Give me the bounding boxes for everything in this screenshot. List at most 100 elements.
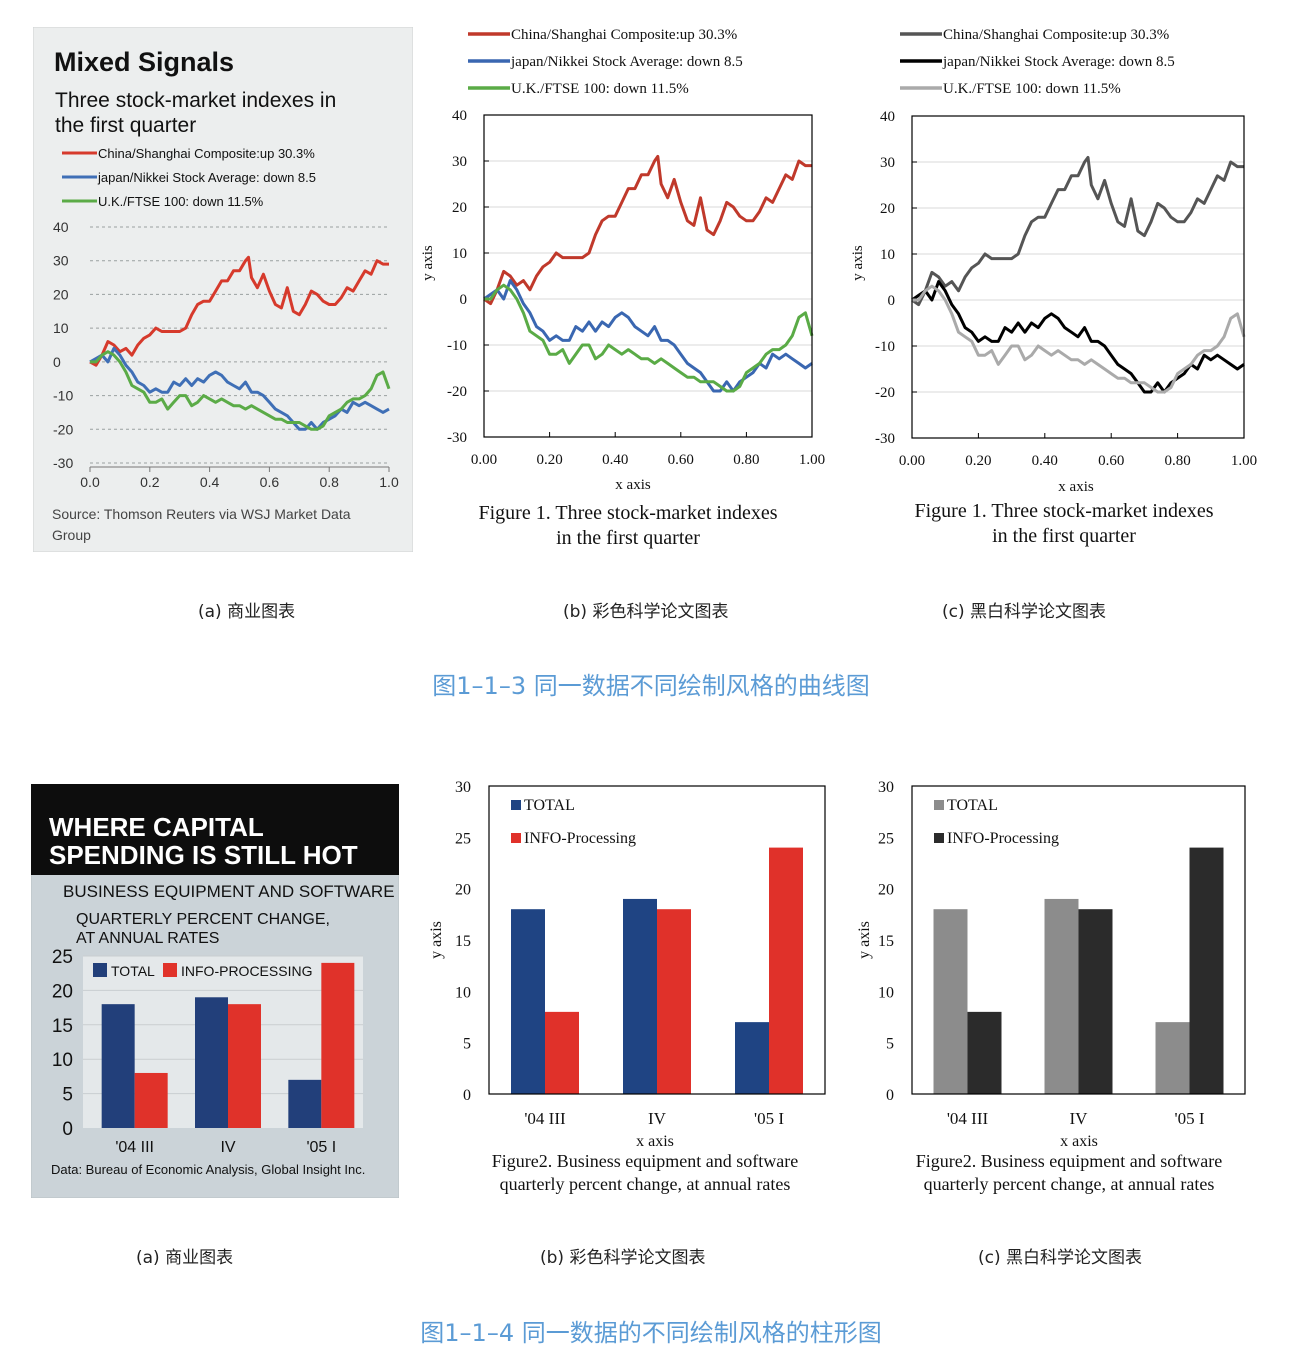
- y-tick-label: -20: [875, 385, 895, 401]
- y-axis-label: y axis: [856, 921, 873, 959]
- bar: [1044, 898, 1079, 1094]
- y-tick-label: -20: [447, 384, 467, 400]
- plot-frame: [488, 785, 826, 1095]
- bar: [1078, 909, 1113, 1094]
- y-axis-label: y axis: [428, 921, 445, 959]
- chart-subtitle-line1: Three stock-market indexes in: [55, 89, 336, 112]
- y-tick-label: 20: [880, 201, 895, 217]
- x-tick-label: 0.20: [965, 453, 991, 469]
- chart-title: Mixed Signals: [54, 47, 234, 77]
- y-axis-label: y axis: [420, 245, 436, 281]
- x-axis-label: x axis: [636, 1133, 674, 1150]
- y-tick-label: 5: [62, 1085, 73, 1106]
- x-tick-label: 0.6: [260, 474, 280, 490]
- figure-caption-line1: Figure 1. Three stock-market indexes: [915, 500, 1214, 522]
- y-tick-label: 10: [880, 247, 895, 263]
- y-axis-label: y axis: [850, 245, 866, 281]
- x-tick-label: '05 I: [306, 1139, 336, 1156]
- x-tick-label: 0.60: [668, 452, 694, 468]
- legend-label: China/Shanghai Composite:up 30.3%: [511, 27, 737, 43]
- chart-subtitle-line2: the first quarter: [55, 114, 196, 137]
- y-tick-label: 10: [455, 984, 471, 1001]
- y-tick-label: 20: [455, 882, 471, 899]
- y-tick-label: 5: [463, 1036, 471, 1053]
- plot-frame: [911, 785, 1246, 1095]
- bar: [657, 909, 691, 1094]
- x-tick-label: IV: [220, 1139, 235, 1156]
- y-tick-label: 10: [52, 1050, 73, 1071]
- y-tick-label: -30: [875, 431, 895, 447]
- figure-caption-line2: in the first quarter: [992, 525, 1136, 547]
- legend-label: INFO-Processing: [524, 830, 636, 847]
- grid: [89, 226, 390, 472]
- x-tick-label: '04 III: [115, 1139, 154, 1156]
- source-line1: Source: Thomson Reuters via WSJ Market D…: [52, 506, 351, 522]
- y-tick-label: 40: [880, 109, 895, 125]
- color-scientific-line-chart: China/Shanghai Composite:up 30.3% japan/N…: [420, 15, 840, 560]
- figure-title-2: 图1–1–4 同一数据的不同绘制风格的柱形图: [420, 1319, 882, 1347]
- series-line: [912, 284, 1246, 394]
- subcaption-c: (c) 黑白科学论文图表: [942, 602, 1107, 622]
- bar: [288, 1079, 322, 1128]
- bar: [195, 997, 228, 1128]
- legend: China/Shanghai Composite:up 30.3% japan/N…: [468, 27, 743, 97]
- bw-scientific-bar-chart: 30 25 20 15 10 5 0 '04 III IV '05 I TOTAL INFO-Proc…: [853, 770, 1273, 1200]
- series-line: [911, 280, 1245, 394]
- y-tick-label: 40: [452, 108, 467, 124]
- y-tick-label: 0: [886, 1087, 894, 1104]
- chart-title-line1: WHERE CAPITAL: [49, 812, 264, 842]
- legend-label: japan/Nikkei Stock Average: down 8.5: [942, 54, 1175, 70]
- bar: [228, 1004, 261, 1128]
- y-tick-label: 20: [52, 981, 73, 1002]
- x-tick-label: 0.4: [200, 474, 220, 490]
- color-scientific-bar-chart: 30 25 20 15 10 5 0 '04 III IV '05 I TOTAL INFO-Proc…: [425, 770, 845, 1200]
- y-tick-label: -10: [447, 338, 467, 354]
- legend-label: japan/Nikkei Stock Average: down 8.5: [97, 170, 316, 185]
- y-tick-label: -20: [53, 421, 73, 437]
- x-tick-label: '05 I: [754, 1109, 784, 1128]
- figure-caption-line2: quarterly percent change, at annual rate…: [500, 1174, 791, 1194]
- bar: [545, 1011, 579, 1094]
- y-tick-label: 25: [52, 947, 73, 968]
- legend-label: INFO-PROCESSING: [181, 963, 312, 979]
- plot-area: 30 25 20 15 10 5 0 '04 III IV '05 I TOTAL INFO-Proc…: [455, 779, 826, 1128]
- y-tick-label: 25: [455, 830, 471, 847]
- x-tick-label: 0.8: [319, 474, 339, 490]
- x-tick-label: 0.00: [471, 452, 497, 468]
- x-tick-label: '04 III: [524, 1109, 566, 1128]
- x-tick-label: 0.2: [140, 474, 160, 490]
- y-tick-label: 0: [62, 1119, 73, 1140]
- x-axis-label: x axis: [1058, 479, 1094, 495]
- y-tick-label: -10: [53, 388, 73, 404]
- subcaption-c: (c) 黑白科学论文图表: [978, 1248, 1143, 1268]
- y-tick-label: 40: [53, 219, 69, 235]
- business-bar-chart-svg: WHERE CAPITAL SPENDING IS STILL HOT BUSI…: [31, 784, 399, 1198]
- y-tick-label: 30: [878, 779, 894, 796]
- x-tick-label: 0.40: [1032, 453, 1058, 469]
- legend-label: TOTAL: [111, 963, 155, 979]
- y-tick-label: 20: [452, 200, 467, 216]
- x-tick-label: 0.40: [602, 452, 628, 468]
- x-tick-label: 0.80: [733, 452, 759, 468]
- legend-label: U.K./FTSE 100: down 11.5%: [511, 81, 689, 97]
- x-tick-label: 0.00: [899, 453, 925, 469]
- subcaption-a: (a) 商业图表: [136, 1248, 234, 1268]
- series-line: [483, 154, 812, 306]
- legend-label: TOTAL: [947, 797, 998, 814]
- chart-subtitle2-line1: QUARTERLY PERCENT CHANGE,: [76, 911, 330, 928]
- subcaption-b: (b) 彩色科学论文图表: [563, 602, 729, 622]
- x-tick-label: 1.00: [799, 452, 825, 468]
- business-line-chart-svg: Mixed Signals Three stock-market indexes…: [33, 27, 413, 552]
- y-tick-label: 5: [886, 1036, 894, 1053]
- bar: [1155, 1022, 1190, 1094]
- bar: [101, 1004, 135, 1128]
- series-lines: [89, 255, 391, 431]
- y-tick-label: 0: [53, 354, 61, 370]
- x-tick-label: '05 I: [1175, 1109, 1205, 1128]
- y-tick-label: 15: [455, 933, 471, 950]
- y-tick-label: 20: [53, 286, 69, 302]
- bar: [967, 1011, 1002, 1094]
- y-tick-label: 30: [452, 154, 467, 170]
- legend-label: China/Shanghai Composite:up 30.3%: [943, 27, 1169, 43]
- y-tick-label: 30: [880, 155, 895, 171]
